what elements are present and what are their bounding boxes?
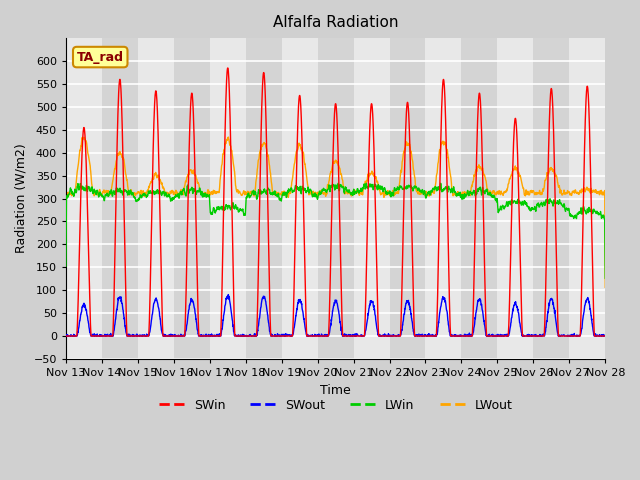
SWout bbox=[351, 333, 359, 339]
Bar bbox=[461, 38, 497, 359]
SWin bbox=[351, 333, 359, 339]
Line: SWin: SWin bbox=[66, 68, 605, 336]
LWout bbox=[602, 285, 609, 290]
SWin bbox=[602, 333, 609, 339]
LWin bbox=[602, 276, 609, 281]
LWout bbox=[554, 180, 562, 186]
SWin bbox=[62, 333, 70, 339]
SWout bbox=[569, 332, 577, 338]
SWin bbox=[554, 318, 562, 324]
SWout bbox=[493, 333, 500, 339]
SWout bbox=[364, 318, 371, 324]
Line: LWin: LWin bbox=[66, 183, 605, 278]
LWin bbox=[554, 199, 562, 204]
LWout bbox=[569, 190, 577, 195]
LWout bbox=[62, 237, 70, 243]
SWout bbox=[225, 292, 232, 298]
Legend: SWin, SWout, LWin, LWout: SWin, SWout, LWin, LWout bbox=[154, 394, 518, 417]
Bar bbox=[102, 38, 138, 359]
SWout bbox=[554, 331, 562, 337]
LWin bbox=[351, 189, 359, 194]
SWout bbox=[62, 333, 70, 338]
SWin bbox=[212, 333, 220, 339]
Bar bbox=[246, 38, 282, 359]
SWout bbox=[62, 333, 70, 339]
Bar bbox=[174, 38, 210, 359]
LWin bbox=[62, 263, 70, 269]
Y-axis label: Radiation (W/m2): Radiation (W/m2) bbox=[15, 144, 28, 253]
SWin bbox=[493, 333, 500, 339]
Text: TA_rad: TA_rad bbox=[77, 50, 124, 63]
SWin bbox=[569, 333, 577, 339]
Bar bbox=[533, 38, 570, 359]
X-axis label: Time: Time bbox=[320, 384, 351, 396]
Line: SWout: SWout bbox=[66, 295, 605, 336]
LWout bbox=[493, 191, 500, 196]
Title: Alfalfa Radiation: Alfalfa Radiation bbox=[273, 15, 398, 30]
LWin bbox=[569, 213, 577, 219]
SWin bbox=[224, 65, 232, 71]
SWin bbox=[363, 242, 371, 248]
LWin bbox=[334, 180, 342, 186]
LWout bbox=[225, 134, 232, 140]
SWout bbox=[212, 332, 220, 337]
LWin bbox=[212, 207, 220, 213]
LWin bbox=[363, 184, 371, 190]
Bar bbox=[317, 38, 353, 359]
LWin bbox=[493, 196, 500, 202]
LWout bbox=[363, 179, 371, 184]
SWout bbox=[602, 333, 609, 338]
LWout bbox=[351, 191, 359, 197]
Line: LWout: LWout bbox=[66, 137, 605, 288]
Bar bbox=[390, 38, 426, 359]
LWout bbox=[212, 190, 220, 196]
